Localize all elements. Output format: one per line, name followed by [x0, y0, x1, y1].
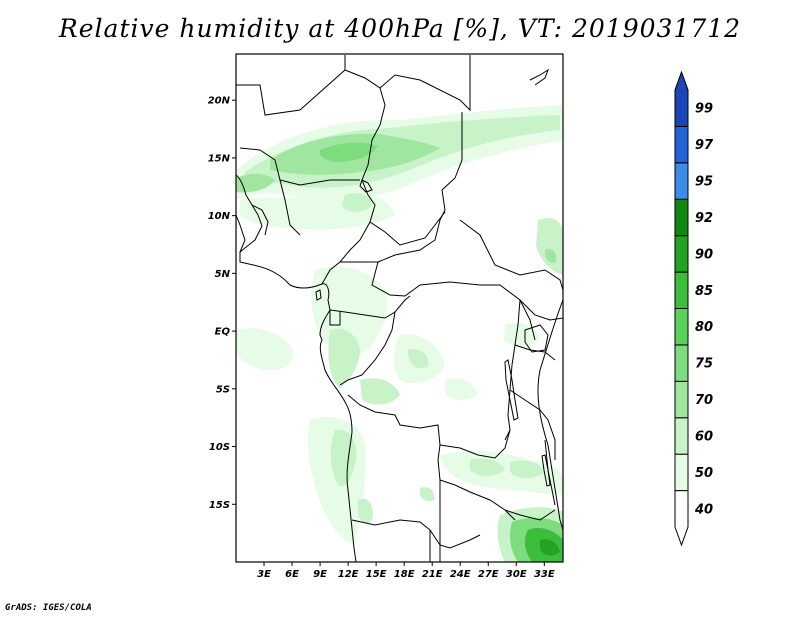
colorbar-segment: [674, 235, 689, 273]
border-congo-drc: [339, 311, 396, 386]
border-malawi: [544, 439, 556, 506]
congo-center-patch: [328, 328, 360, 388]
lake-chad-patch: [342, 193, 372, 212]
congo-south-patch: [360, 378, 400, 405]
angola-south: [357, 498, 373, 524]
border-niger-algeria: [236, 69, 386, 181]
lake-chad: [359, 179, 373, 193]
border-liberia: [236, 214, 246, 253]
lon-label: 12E: [338, 569, 359, 580]
plot-frame: [235, 53, 564, 563]
colorbar-segment: [674, 417, 689, 455]
colorbar-segment: [674, 380, 689, 419]
colorbar-label: 75: [695, 357, 713, 372]
east-patch: [536, 218, 563, 275]
border-mozambique: [504, 509, 556, 521]
border-angola-south: [351, 519, 481, 549]
lat-label: 20N: [208, 96, 231, 107]
east-congo-patch: [445, 378, 478, 401]
colorbar-label: 95: [695, 175, 713, 190]
country-borders: [236, 55, 563, 562]
colorbar-label: 97: [695, 138, 714, 153]
border-kenya: [519, 299, 563, 321]
lon-label: 9E: [313, 569, 327, 580]
lon-label: 6E: [285, 569, 299, 580]
colorbar: 99 97 95 92 90 85 80 75 70 60 50 40: [674, 70, 714, 547]
colorbar-label: 50: [695, 466, 713, 481]
east-patch-core: [544, 249, 557, 263]
colorbar-segment: [674, 125, 689, 164]
lat-label: EQ: [215, 327, 231, 338]
lon-label: 18E: [394, 569, 415, 580]
chart-title: Relative humidity at 400hPa [%], VT: 201…: [58, 14, 742, 43]
lake-tanganyika: [504, 359, 519, 421]
border-cameroon-congo: [329, 295, 411, 319]
lat-label: 5S: [216, 384, 230, 395]
zambia-core: [470, 458, 505, 476]
lon-label: 21E: [422, 569, 443, 580]
border-uganda: [514, 344, 556, 361]
lon-label: 3E: [257, 569, 271, 580]
colorbar-label: 40: [694, 502, 713, 517]
border-west-1: [251, 204, 269, 236]
lake-volta: [315, 289, 322, 301]
colorbar-segment: [674, 162, 689, 200]
lon-label: 33E: [534, 569, 555, 580]
colorbar-segment: [674, 70, 689, 127]
colorbar-segment: [674, 308, 689, 346]
west-coast-band: [240, 192, 395, 230]
lon-label: 30E: [506, 569, 527, 580]
colorbar-segment: [674, 198, 689, 237]
latitude-axis: 20N 15N 10N 5N EQ 5S 10S 15S: [208, 96, 236, 511]
border-drc-east: [504, 299, 521, 441]
lon-label: 24E: [450, 569, 471, 580]
border-tanzania: [509, 389, 556, 460]
border-gabon: [329, 310, 341, 326]
mozambique-peak: [540, 539, 560, 556]
border-chad-car: [369, 211, 446, 246]
colorbar-label: 60: [695, 429, 713, 444]
sahel-band-peak: [319, 142, 378, 162]
colorbar-label: 90: [695, 247, 713, 262]
humidity-field: [236, 105, 563, 562]
sahel-west: [236, 173, 275, 193]
lat-label: 10S: [209, 442, 230, 453]
colorbar-label: 80: [695, 320, 713, 335]
south-patch: [419, 487, 435, 502]
border-nigeria-cameroon: [321, 179, 376, 285]
colorbar-segment: [674, 490, 689, 547]
colorbar-segment: [674, 344, 689, 382]
coast-east-africa: [537, 299, 563, 531]
colorbar-segment: [674, 271, 689, 310]
lake-victoria-patch: [504, 323, 540, 346]
gulf-guinea-patch: [236, 328, 294, 371]
border-angola-north: [347, 394, 441, 500]
colorbar-label: 70: [695, 393, 713, 408]
lat-label: 15S: [209, 500, 230, 511]
lat-label: 10N: [208, 211, 231, 222]
lat-label: 5N: [215, 269, 231, 280]
border-nigeria-niger: [279, 179, 301, 236]
grads-credit: GrADS: IGES/COLA: [5, 603, 92, 613]
colorbar-label: 85: [695, 284, 713, 299]
colorbar-label: 92: [695, 211, 713, 226]
lat-label: 15N: [208, 153, 231, 164]
congo-east-core: [408, 349, 429, 369]
lake-victoria: [524, 324, 549, 353]
border-libya-chad: [379, 55, 471, 112]
border-zambia: [439, 479, 516, 521]
colorbar-segment: [674, 453, 689, 492]
border-zambia-drc: [439, 429, 511, 459]
colorbar-label: 99: [695, 102, 713, 117]
red-sea-coast: [529, 68, 549, 86]
lon-label: 27E: [478, 569, 499, 580]
coastline-west-africa: [236, 174, 357, 562]
lake-malawi: [541, 454, 551, 487]
zambia-core-2: [510, 460, 545, 478]
border-sudan-south-sudan: [459, 219, 563, 291]
longitude-axis: 3E 6E 9E 12E 15E 18E 21E 24E 27E 30E 33E: [257, 562, 555, 580]
lon-label: 15E: [366, 569, 387, 580]
